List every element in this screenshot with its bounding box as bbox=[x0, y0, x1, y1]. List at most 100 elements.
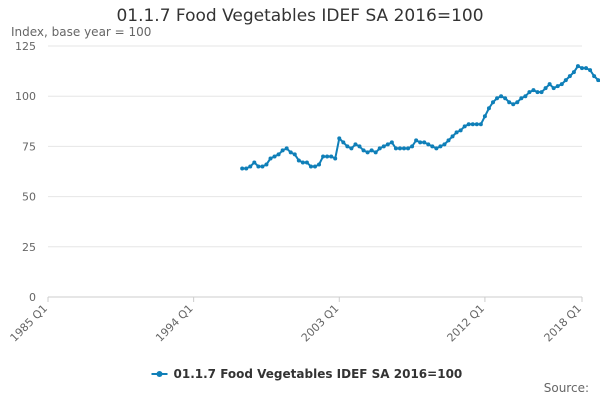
data-point bbox=[369, 148, 374, 153]
x-tick-label: 2018 Q1 bbox=[542, 302, 585, 345]
y-axis-ticks: 0 25 50 75 100 125 bbox=[15, 40, 36, 304]
data-point bbox=[296, 158, 301, 163]
data-point bbox=[454, 130, 459, 135]
data-point bbox=[470, 122, 475, 127]
x-axis-ticks: 1985 Q1 1994 Q1 2003 Q1 2012 Q1 2018 Q1 bbox=[8, 297, 585, 345]
data-point bbox=[406, 146, 411, 151]
data-point bbox=[450, 134, 455, 139]
y-tick-label: 0 bbox=[29, 291, 36, 304]
legend-label: 01.1.7 Food Vegetables IDEF SA 2016=100 bbox=[174, 367, 463, 381]
data-point bbox=[393, 146, 398, 151]
y-tick-label: 100 bbox=[15, 90, 36, 103]
data-point bbox=[478, 122, 483, 127]
data-point bbox=[381, 144, 386, 149]
x-tick-label: 2003 Q1 bbox=[299, 302, 342, 345]
data-point bbox=[385, 142, 390, 147]
data-point bbox=[402, 146, 406, 151]
data-point bbox=[438, 144, 443, 149]
data-point bbox=[244, 166, 249, 171]
data-point bbox=[499, 94, 504, 99]
data-point bbox=[325, 154, 330, 159]
data-point bbox=[304, 160, 309, 165]
data-point bbox=[596, 78, 600, 83]
data-point bbox=[442, 142, 447, 147]
x-tick-label: 1994 Q1 bbox=[153, 302, 196, 345]
data-point bbox=[260, 164, 265, 169]
data-point bbox=[252, 160, 257, 165]
data-point bbox=[535, 90, 540, 95]
data-point bbox=[345, 144, 350, 149]
data-point bbox=[337, 136, 342, 141]
data-point bbox=[474, 122, 479, 127]
gridlines bbox=[48, 45, 582, 298]
data-point bbox=[515, 100, 520, 105]
legend[interactable]: 01.1.7 Food Vegetables IDEF SA 2016=100 bbox=[151, 367, 463, 381]
data-point bbox=[592, 74, 597, 79]
data-point bbox=[491, 100, 495, 105]
data-point bbox=[551, 86, 556, 91]
data-point bbox=[341, 140, 346, 145]
y-tick-label: 75 bbox=[22, 140, 36, 153]
data-point bbox=[353, 142, 358, 147]
data-point bbox=[571, 70, 576, 75]
data-point bbox=[357, 144, 362, 149]
data-point bbox=[507, 100, 512, 105]
data-point bbox=[240, 166, 245, 171]
data-point bbox=[414, 138, 419, 143]
data-point bbox=[547, 82, 552, 87]
data-point bbox=[418, 140, 423, 145]
data-point bbox=[563, 78, 568, 83]
data-point bbox=[495, 96, 500, 101]
data-point bbox=[523, 94, 528, 99]
data-point bbox=[268, 156, 273, 161]
data-point bbox=[288, 150, 293, 155]
legend-marker bbox=[156, 371, 163, 377]
data-point bbox=[482, 114, 487, 119]
data-point bbox=[466, 122, 471, 127]
data-point bbox=[373, 150, 378, 155]
y-tick-label: 50 bbox=[22, 191, 36, 204]
data-point bbox=[349, 146, 354, 151]
data-point bbox=[333, 156, 338, 161]
data-point bbox=[256, 164, 261, 169]
data-point bbox=[365, 150, 370, 155]
data-point bbox=[313, 164, 317, 169]
y-axis-label: Index, base year = 100 bbox=[11, 25, 152, 39]
data-point bbox=[317, 162, 322, 167]
series-group bbox=[240, 64, 600, 171]
data-point bbox=[276, 152, 281, 157]
source-label: Source: bbox=[543, 381, 589, 395]
data-point bbox=[284, 146, 289, 151]
data-point bbox=[539, 90, 544, 95]
data-point bbox=[389, 140, 394, 145]
data-point bbox=[410, 144, 415, 149]
data-point bbox=[264, 162, 269, 167]
x-tick-label: 2012 Q1 bbox=[444, 302, 487, 345]
data-point bbox=[446, 138, 451, 143]
data-point bbox=[422, 140, 427, 145]
data-point bbox=[397, 146, 402, 151]
x-tick-label: 1985 Q1 bbox=[8, 302, 51, 345]
data-point bbox=[361, 148, 366, 153]
data-point bbox=[430, 144, 435, 149]
data-point bbox=[584, 66, 589, 71]
data-point bbox=[559, 82, 564, 87]
data-point bbox=[531, 88, 536, 93]
data-point bbox=[575, 64, 580, 69]
data-point bbox=[280, 148, 285, 153]
y-tick-label: 25 bbox=[22, 241, 36, 254]
data-point bbox=[588, 68, 593, 73]
data-point bbox=[486, 106, 491, 111]
data-point bbox=[377, 146, 382, 151]
data-point bbox=[308, 164, 313, 169]
data-point bbox=[292, 152, 297, 157]
data-point bbox=[543, 86, 548, 91]
data-point bbox=[426, 142, 431, 147]
data-point bbox=[434, 146, 439, 151]
chart-title: 01.1.7 Food Vegetables IDEF SA 2016=100 bbox=[116, 6, 484, 26]
data-point bbox=[527, 90, 532, 95]
y-tick-label: 125 bbox=[15, 40, 36, 53]
data-point bbox=[580, 66, 584, 71]
data-point bbox=[462, 124, 467, 129]
